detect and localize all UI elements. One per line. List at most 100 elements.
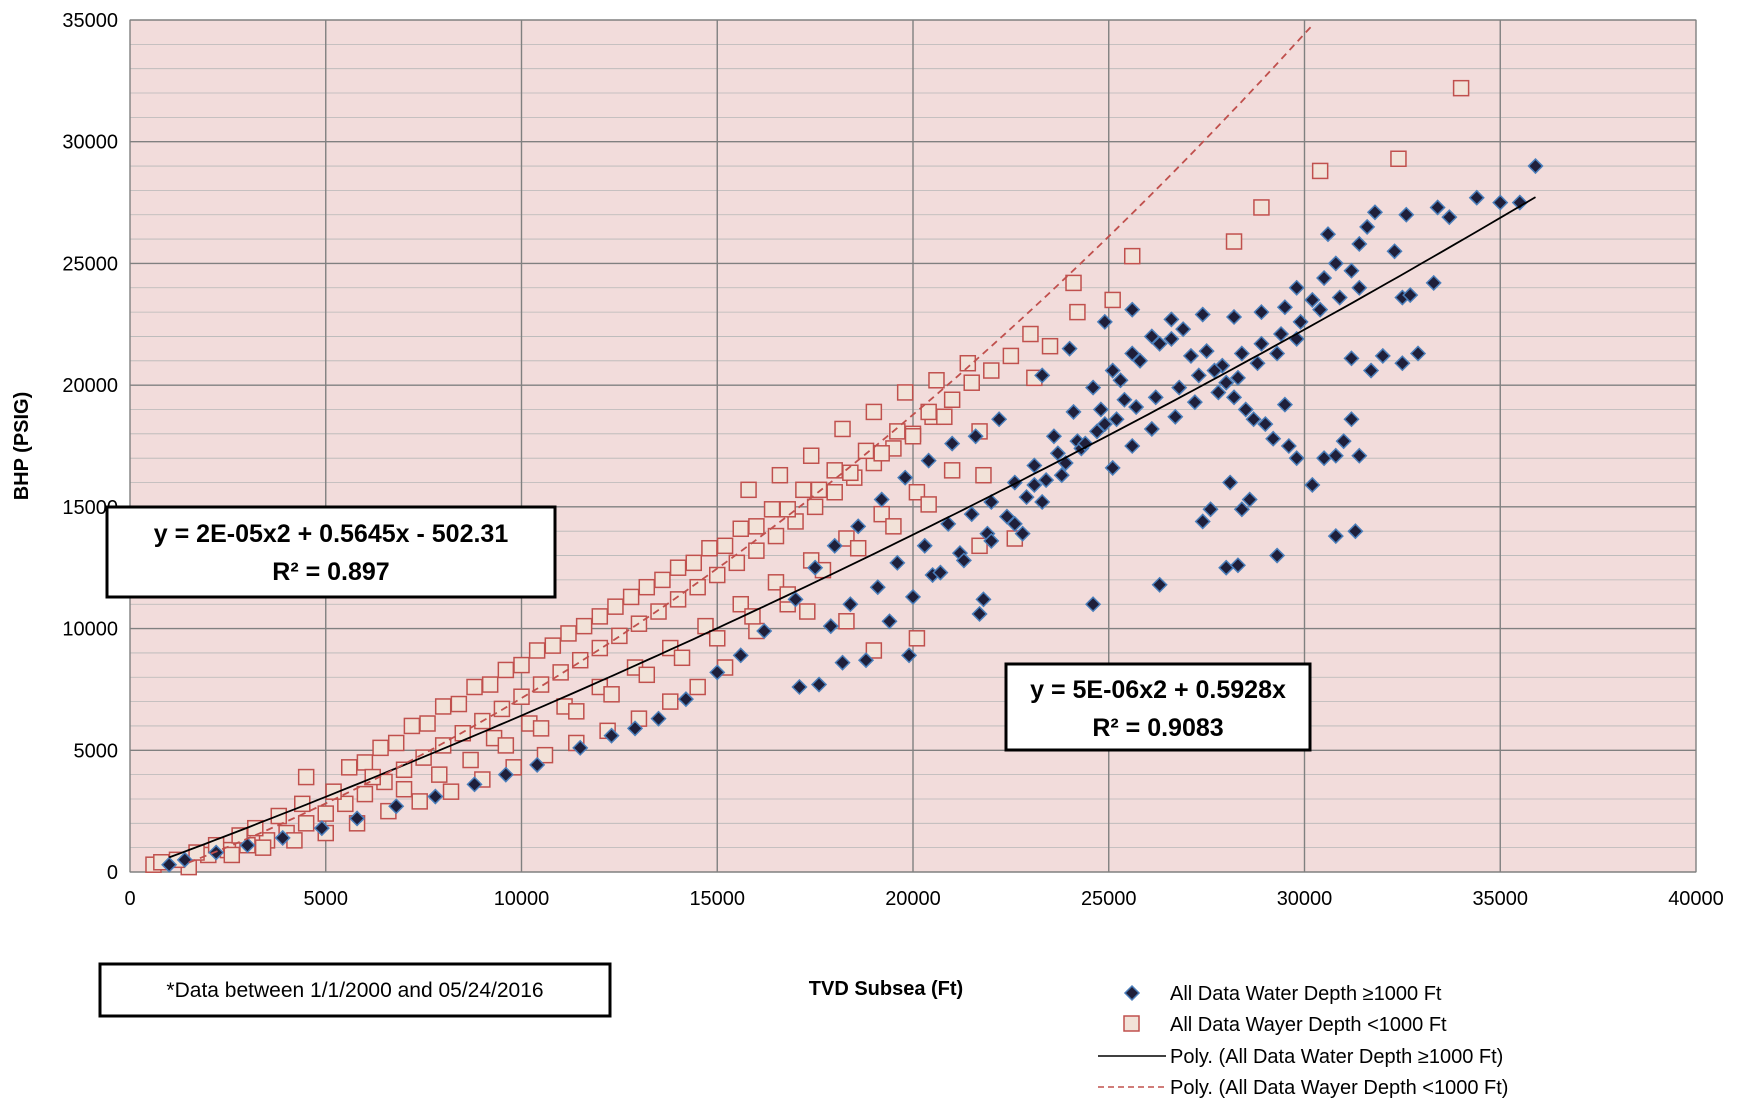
data-point-square — [450, 695, 468, 713]
x-axis-title: TVD Subsea (Ft) — [809, 978, 963, 1000]
y-tick-label: 0 — [107, 862, 118, 884]
data-point-square — [834, 420, 851, 438]
data-point-square — [689, 678, 706, 696]
legend-label-deep: All Data Water Depth ≥1000 Ft — [1170, 983, 1442, 1005]
data-point-diamond — [1225, 308, 1243, 326]
data-point-square — [356, 754, 374, 771]
data-point-square — [497, 661, 515, 679]
y-tick-label: 15000 — [62, 497, 118, 519]
data-point-diamond — [427, 788, 444, 805]
data-point-diamond — [1202, 501, 1219, 518]
data-point-diamond — [967, 428, 984, 445]
data-point-diamond — [1304, 476, 1321, 494]
data-point-diamond — [1186, 394, 1203, 411]
data-point-diamond — [1147, 389, 1164, 406]
data-point-diamond — [756, 622, 773, 640]
data-point-square — [603, 686, 620, 703]
data-point-square — [254, 839, 272, 856]
x-axis-ticks: 0 5000 10000 15000 20000 25000 30000 35000 40000 — [124, 888, 1723, 910]
data-point-diamond — [1347, 523, 1364, 540]
data-point-diamond — [1233, 345, 1250, 362]
data-point-diamond — [1182, 347, 1200, 364]
x-tick-label: 20000 — [885, 888, 941, 910]
data-point-diamond — [1269, 345, 1286, 362]
data-point-diamond — [1265, 430, 1282, 447]
data-point-square — [317, 805, 334, 822]
data-point-diamond — [1085, 379, 1102, 396]
data-point-diamond — [626, 720, 644, 737]
data-point-diamond — [1351, 279, 1368, 296]
data-point-square — [767, 574, 785, 591]
equation-box-shallow-frame — [105, 505, 557, 599]
data-point-diamond — [1492, 194, 1509, 211]
data-point-diamond — [1163, 311, 1180, 328]
data-point-square — [1452, 79, 1470, 97]
data-point-diamond — [497, 766, 514, 783]
data-point-square — [716, 537, 734, 555]
data-point-square — [826, 462, 843, 479]
x-tick-label: 40000 — [1668, 888, 1724, 910]
data-point-diamond — [732, 647, 749, 664]
data-point-diamond — [857, 652, 875, 669]
data-point-square — [740, 481, 757, 499]
data-point-square — [763, 501, 781, 518]
data-point-diamond — [1245, 411, 1262, 428]
data-point-square — [297, 768, 315, 786]
data-point-square — [779, 501, 796, 518]
data-point-diamond — [1233, 501, 1250, 518]
data-point-diamond — [1218, 559, 1235, 576]
data-point-square — [959, 354, 977, 372]
data-point-square — [826, 484, 843, 501]
data-point-square — [920, 496, 937, 513]
data-point-diamond — [1343, 411, 1360, 428]
data-point-square — [286, 832, 303, 849]
data-point-square — [434, 698, 452, 715]
r-squared-shallow: R² = 0.897 — [272, 558, 389, 586]
legend-label-shallow: All Data Wayer Depth <1000 Ft — [1170, 1014, 1447, 1036]
data-point-diamond — [161, 856, 178, 873]
data-point-square — [732, 520, 749, 538]
data-point-square — [442, 783, 460, 800]
data-point-diamond — [791, 678, 808, 696]
data-point-diamond — [1327, 255, 1344, 272]
data-point-square — [732, 595, 749, 613]
data-point-square — [857, 442, 875, 460]
data-point-square — [748, 518, 765, 535]
data-point-diamond — [963, 506, 980, 523]
data-point-diamond — [1527, 157, 1544, 175]
data-point-diamond — [955, 552, 972, 569]
data-point-square — [709, 630, 726, 647]
data-point-square — [896, 384, 914, 401]
data-point-diamond — [1124, 437, 1141, 455]
data-point-diamond — [274, 829, 291, 846]
data-point-diamond — [1026, 476, 1043, 494]
data-point-square — [419, 715, 436, 732]
data-point-diamond — [1018, 489, 1035, 506]
data-point-square — [528, 642, 546, 659]
data-point-square — [638, 666, 656, 684]
data-point-square — [560, 625, 577, 642]
data-point-square — [575, 617, 593, 635]
data-point-diamond — [709, 664, 726, 681]
data-point-square — [971, 537, 988, 555]
data-point-diamond — [1065, 403, 1082, 420]
data-point-diamond — [529, 756, 546, 773]
data-point-square — [983, 362, 1000, 379]
data-point-square — [885, 518, 902, 535]
series-deep-water-points — [161, 157, 1544, 873]
data-point-square — [689, 578, 706, 596]
data-point-square — [673, 649, 691, 667]
x-tick-label: 30000 — [1277, 888, 1333, 910]
data-point-square — [387, 734, 405, 752]
data-point-diamond — [1288, 450, 1305, 467]
data-point-square — [395, 780, 413, 798]
date-note-text: *Data between 1/1/2000 and 05/24/2016 — [166, 979, 543, 1002]
data-point-diamond — [1190, 367, 1207, 384]
data-point-square — [669, 559, 687, 576]
y-tick-label: 30000 — [62, 132, 118, 154]
data-point-diamond — [897, 469, 914, 486]
data-point-square — [669, 591, 687, 608]
data-point-diamond — [1229, 369, 1247, 386]
data-point-square — [513, 656, 530, 674]
